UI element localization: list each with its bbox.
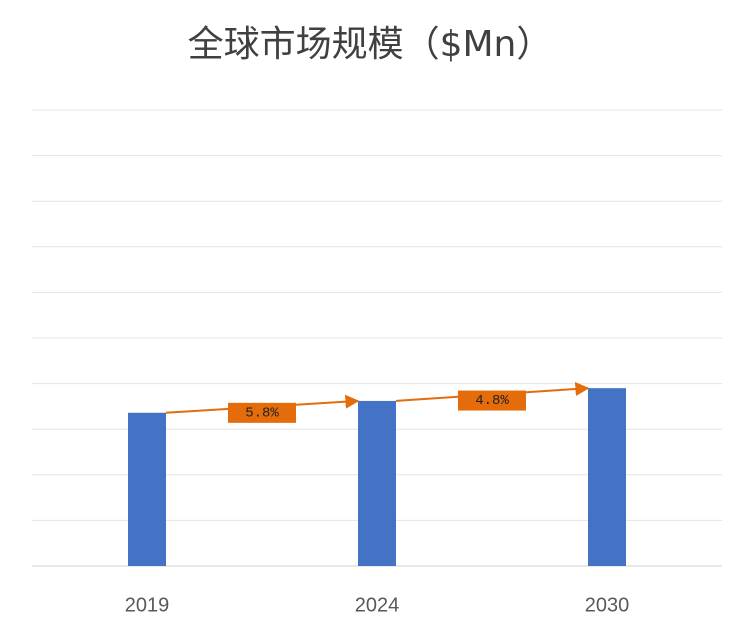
growth-label-box [458, 390, 526, 411]
growth-label: 4.8% [475, 393, 509, 409]
bar [358, 400, 396, 566]
x-tick-label: 2019 [125, 594, 170, 616]
growth-label: 5.8% [245, 406, 279, 422]
x-tick-label: 2030 [585, 594, 630, 616]
growth-label-box [228, 402, 296, 423]
bar [128, 412, 166, 566]
chart-title: 全球市场规模（$Mn） [188, 24, 553, 65]
bar [588, 388, 626, 566]
x-tick-label: 2024 [355, 594, 400, 616]
